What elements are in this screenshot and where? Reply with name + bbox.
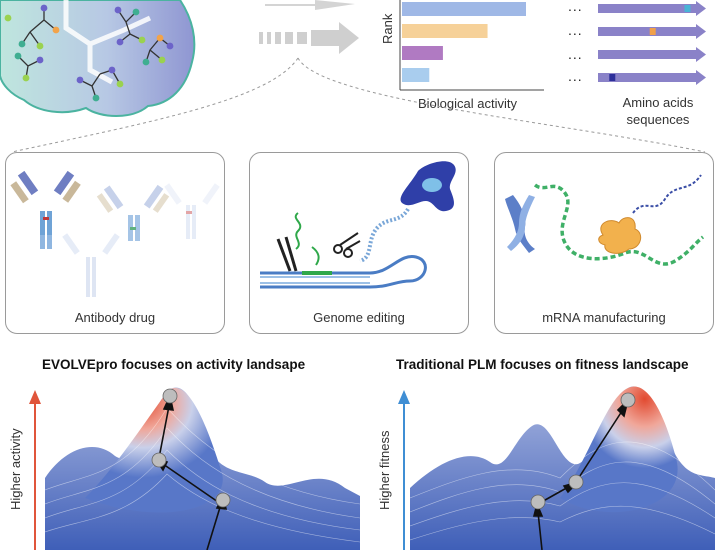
antibody-drug-label: Antibody drug <box>74 310 156 325</box>
higher-activity-label: Higher activity <box>8 428 23 510</box>
activity-landscape <box>45 387 360 550</box>
fitness-axis-arrow <box>398 390 410 550</box>
mrna-strand <box>533 183 705 266</box>
sequence-space-blob <box>0 0 196 117</box>
ellipsis-1: ... <box>568 0 583 14</box>
right-landscape-title: Traditional PLM focuses on fitness lands… <box>396 357 689 372</box>
antibody-drug-panel: Antibody drug <box>5 152 225 334</box>
mrna-manufacturing-label: mRNA manufacturing <box>542 310 666 325</box>
mrna-manufacturing-panel: mRNA manufacturing <box>494 152 714 334</box>
sequence-mutation-marker-2 <box>649 28 656 35</box>
gray-flow-arrows <box>259 0 359 54</box>
antibody-illustration <box>10 170 220 297</box>
higher-fitness-label: Higher fitness <box>377 430 392 510</box>
antibody-2 <box>96 184 170 241</box>
sequence-mutation-marker-4 <box>609 74 616 81</box>
sequence-arrows <box>598 1 706 85</box>
ellipsis-2: ... <box>568 22 583 38</box>
sequence-arrow-2 <box>598 24 706 39</box>
scissors-icon <box>333 232 361 258</box>
antibody-3 <box>62 183 220 297</box>
antibody-1 <box>10 170 81 249</box>
dashed-connectors <box>11 57 706 153</box>
fitness-landscape <box>410 386 715 550</box>
sequence-arrow-3 <box>598 47 706 62</box>
biological-activity-label: Biological activity <box>418 96 517 111</box>
rank-bar-2 <box>402 24 488 38</box>
genome-editing-label: Genome editing <box>313 310 405 325</box>
left-landscape-title: EVOLVEpro focuses on activity landsape <box>42 357 306 372</box>
fitness-step-start <box>530 494 546 510</box>
activity-step-mid <box>151 452 167 468</box>
ribosome-shape <box>598 217 642 254</box>
activity-axis-arrow <box>29 390 41 550</box>
rank-bar-3 <box>402 46 443 60</box>
activity-step-start <box>215 492 231 508</box>
sequence-mutation-marker-1 <box>684 5 691 12</box>
ellipsis-4: ... <box>568 68 583 84</box>
fitness-step-peak <box>620 392 636 408</box>
ellipsis-3: ... <box>568 46 583 62</box>
rank-bar-4 <box>402 68 430 82</box>
genome-editing-panel: Genome editing <box>249 152 469 334</box>
genome-editing-illustration <box>260 161 456 289</box>
sequence-arrow-1 <box>598 1 706 16</box>
fitness-step-mid <box>568 474 584 490</box>
mrna-illustration <box>505 174 705 266</box>
amino-acids-label-line1: Amino acids <box>622 95 694 110</box>
sequence-arrow-4 <box>598 70 706 85</box>
amino-acids-label-line2: sequences <box>626 112 690 127</box>
rank-bar-chart <box>399 0 544 91</box>
activity-step-peak <box>162 388 178 404</box>
rank-bar-1 <box>402 2 526 16</box>
amino-acids-label: Amino acids sequences <box>608 94 708 128</box>
